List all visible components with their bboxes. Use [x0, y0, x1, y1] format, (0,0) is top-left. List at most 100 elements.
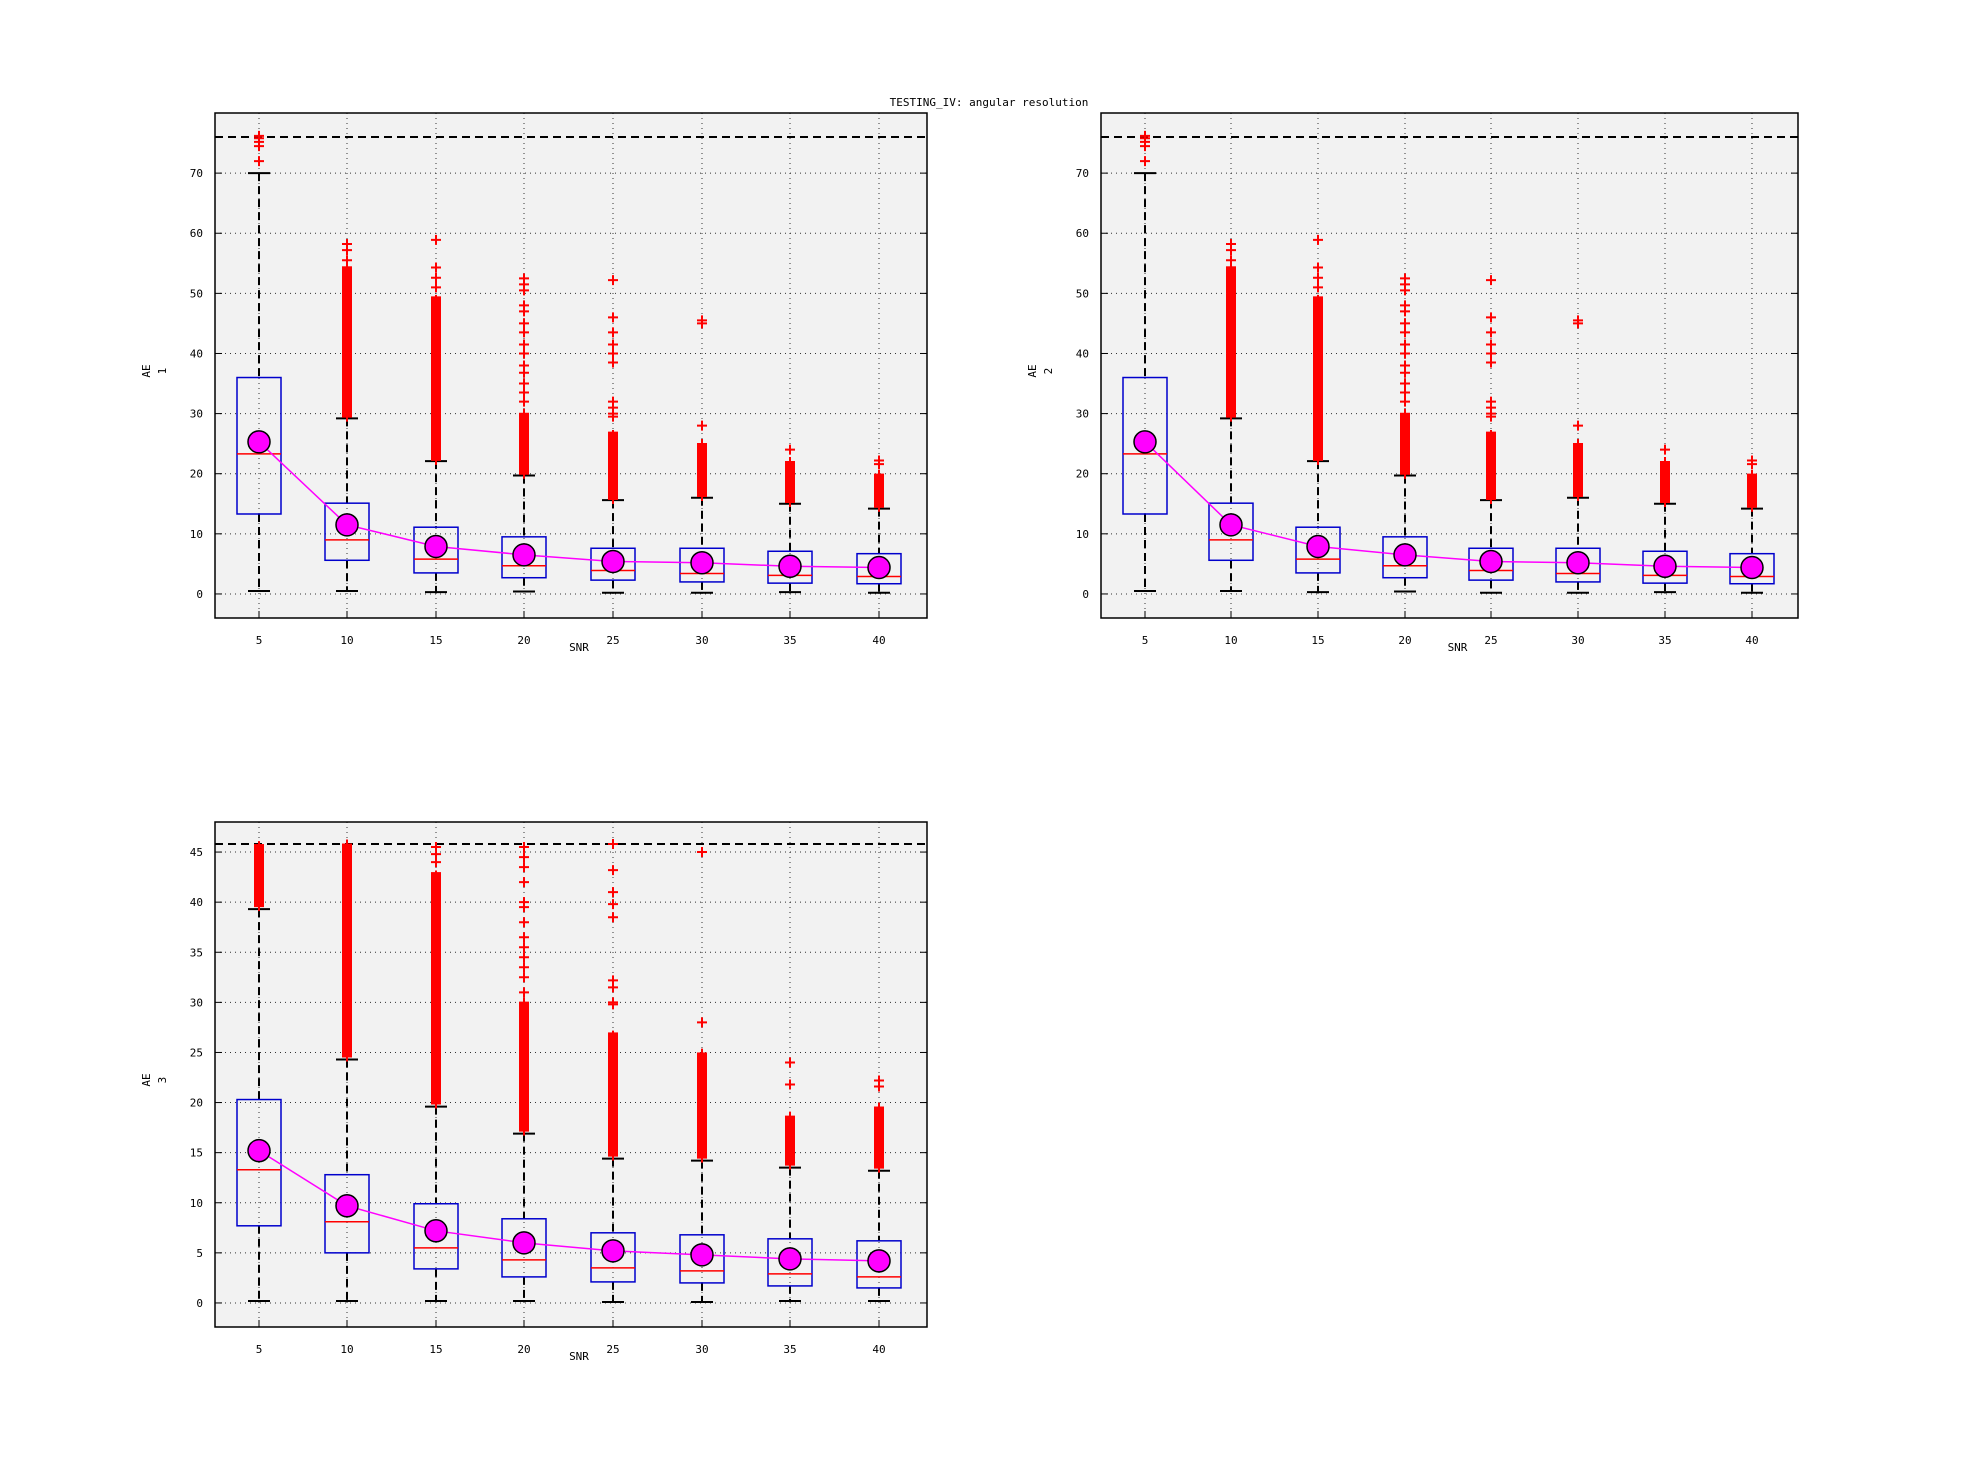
- mean-marker: [1306, 534, 1330, 559]
- outlier-marker: [1400, 396, 1410, 407]
- box-group: [324, 239, 370, 592]
- x-tick-label: 25: [606, 1343, 619, 1356]
- outlier-marker: [254, 841, 264, 852]
- x-tick-label: 30: [695, 634, 708, 647]
- x-tick-label: 25: [606, 634, 619, 647]
- box-group: [590, 839, 636, 1303]
- outlier-marker: [697, 315, 707, 326]
- outlier-marker: [519, 396, 529, 407]
- box-iqr: [324, 502, 370, 562]
- outlier-marker: [1400, 408, 1410, 419]
- box-iqr: [767, 1238, 813, 1287]
- y-tick-label: 60: [1076, 227, 1089, 240]
- outlier-marker: [785, 1079, 795, 1090]
- x-tick-label: 40: [872, 634, 885, 647]
- mean-marker: [1740, 555, 1764, 580]
- x-tick-label: 15: [429, 634, 442, 647]
- outlier-marker: [254, 130, 264, 141]
- mean-marker: [601, 549, 625, 574]
- outlier-marker: [431, 294, 441, 305]
- box-group: [413, 234, 459, 594]
- box-group: [501, 273, 547, 593]
- y-tick-label: 40: [190, 347, 203, 360]
- box-iqr: [1208, 502, 1254, 562]
- box-iqr: [1122, 376, 1168, 515]
- box-iqr: [856, 552, 902, 585]
- box-iqr: [1468, 547, 1514, 581]
- y-tick-label: 10: [190, 1197, 203, 1210]
- x-tick-label: 10: [340, 634, 353, 647]
- box-group: [1555, 315, 1601, 594]
- outlier-marker: [519, 952, 529, 963]
- outlier-marker: [519, 997, 529, 1008]
- box-group: [413, 842, 459, 1302]
- outlier-marker: [342, 239, 352, 250]
- outlier-marker: [431, 272, 441, 283]
- y-axis-label-subscript: 2: [1042, 368, 1055, 375]
- outlier-marker: [519, 408, 529, 419]
- outlier-marker: [519, 300, 529, 311]
- outlier-marker: [519, 339, 529, 350]
- x-axis-label: SNR: [569, 641, 589, 654]
- mean-marker: [601, 1239, 625, 1263]
- x-tick-label: 5: [256, 634, 263, 647]
- y-axis-label: AE: [1026, 364, 1039, 377]
- outlier-marker: [1400, 387, 1410, 398]
- axes-frame: [214, 112, 928, 619]
- mean-marker: [867, 1249, 891, 1273]
- box-iqr: [590, 1232, 636, 1283]
- x-axis-label: SNR: [1448, 641, 1468, 654]
- outlier-marker: [1313, 234, 1323, 245]
- outlier-marker: [1747, 455, 1757, 466]
- mean-marker: [1566, 550, 1590, 575]
- outlier-marker: [519, 932, 529, 943]
- outlier-marker: [519, 917, 529, 928]
- y-axis-label-subscript: 3: [156, 1077, 169, 1084]
- outlier-marker: [1486, 429, 1496, 440]
- outlier-marker: [519, 942, 529, 953]
- y-tick-label: 20: [190, 1097, 203, 1110]
- y-tick-label: 15: [190, 1147, 203, 1160]
- y-tick-label: 30: [190, 408, 203, 421]
- outlier-marker: [697, 1048, 707, 1059]
- outlier-marker: [254, 156, 264, 167]
- outlier-marker: [342, 255, 352, 266]
- outlier-marker: [431, 234, 441, 245]
- y-tick-label: 5: [196, 1247, 203, 1260]
- box-iqr: [1555, 547, 1601, 583]
- box-group: [590, 275, 636, 594]
- box-iqr: [413, 1203, 459, 1270]
- outlier-marker: [697, 1017, 707, 1028]
- y-tick-label: 0: [196, 588, 203, 601]
- y-tick-label: 35: [190, 946, 203, 959]
- outlier-marker: [1313, 282, 1323, 293]
- outlier-marker: [1400, 273, 1410, 284]
- outlier-marker: [785, 1111, 795, 1122]
- outlier-marker: [608, 339, 618, 350]
- outlier-marker: [1486, 396, 1496, 407]
- outlier-marker: [608, 839, 618, 850]
- mean-line: [258, 1150, 880, 1262]
- box-group: [324, 839, 370, 1302]
- mean-marker: [335, 513, 359, 537]
- mean-marker: [247, 1138, 271, 1163]
- x-tick-label: 30: [695, 1343, 708, 1356]
- x-tick-label: 5: [256, 1343, 263, 1356]
- boxplot-panel-2: 0 10 20 30 40 50 60 70 5 10 15 20 25 30 35 40 SNR AE 2: [1026, 112, 1799, 654]
- y-tick-label: 30: [190, 996, 203, 1009]
- outlier-marker: [608, 975, 618, 986]
- box-iqr: [856, 1240, 902, 1289]
- plot-background: [215, 113, 927, 618]
- outlier-marker: [697, 438, 707, 449]
- mean-marker: [1479, 549, 1503, 574]
- y-tick-label: 70: [1076, 167, 1089, 180]
- outlier-marker: [1140, 130, 1150, 141]
- box-iqr: [1729, 552, 1775, 585]
- outlier-marker: [431, 282, 441, 293]
- y-tick-label: 40: [190, 896, 203, 909]
- outlier-marker: [608, 348, 618, 359]
- mean-marker: [690, 550, 714, 575]
- y-tick-label: 20: [1076, 468, 1089, 481]
- x-tick-label: 35: [1658, 634, 1671, 647]
